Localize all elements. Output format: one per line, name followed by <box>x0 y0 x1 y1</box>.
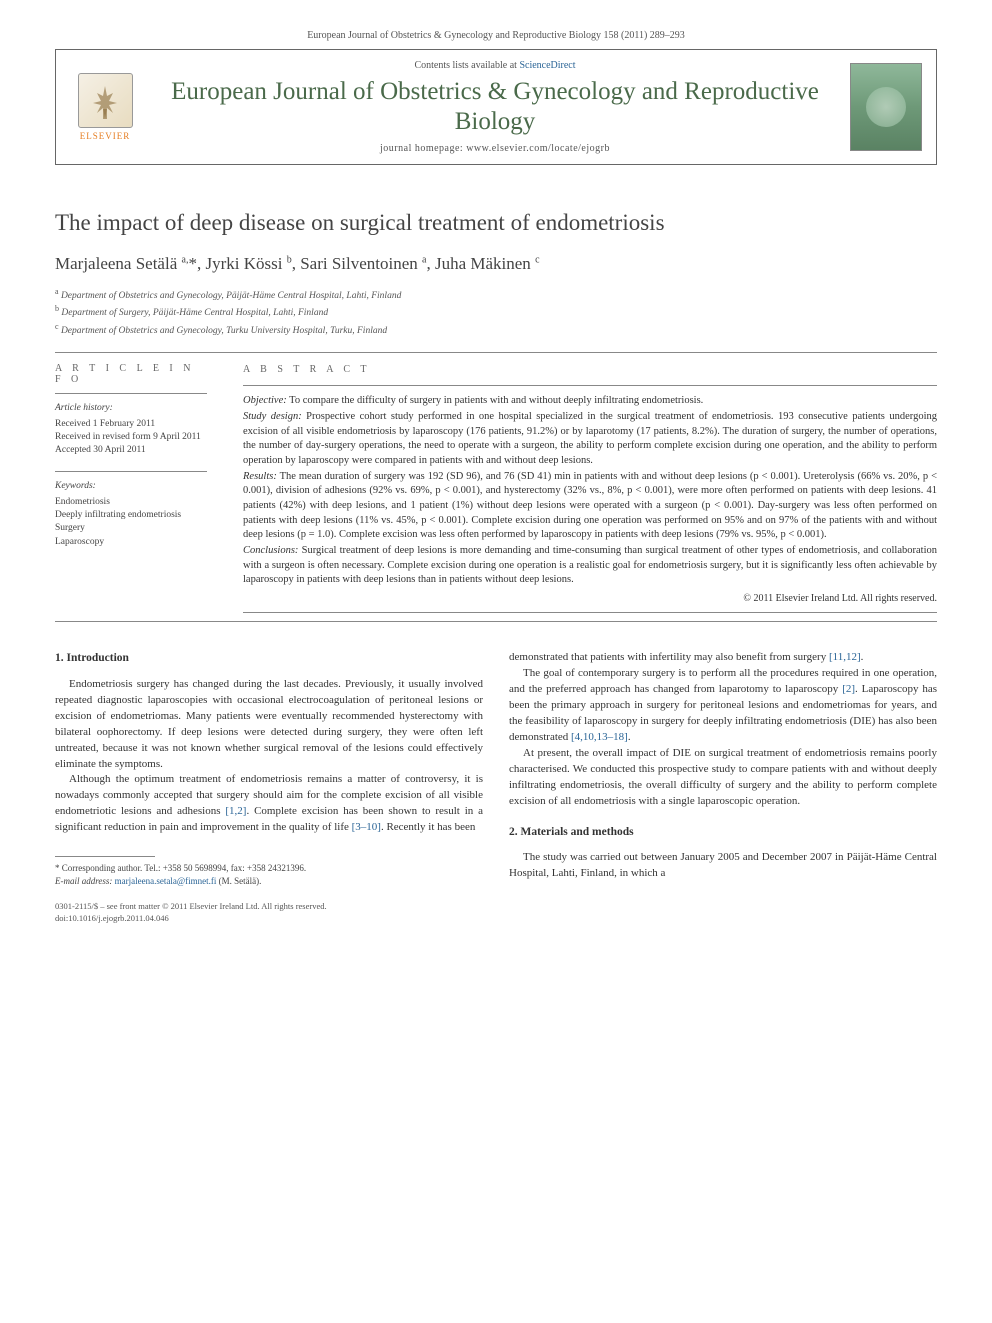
history-received: Received 1 February 2011 <box>55 418 207 431</box>
section-heading-methods: 2. Materials and methods <box>509 824 937 841</box>
contents-available-line: Contents lists available at ScienceDirec… <box>150 60 840 71</box>
corr-email-line: E-mail address: marjaleena.setala@fimnet… <box>55 875 483 888</box>
sciencedirect-link[interactable]: ScienceDirect <box>519 60 575 71</box>
divider <box>243 385 937 386</box>
footnote-divider <box>55 856 155 857</box>
abstract-conclusions: Conclusions: Surgical treatment of deep … <box>243 544 937 588</box>
divider <box>243 612 937 613</box>
footer-issn-line: 0301-2115/$ – see front matter © 2011 El… <box>55 901 937 913</box>
objective-label: Objective: <box>243 395 287 406</box>
article-info-column: A R T I C L E I N F O Article history: R… <box>55 353 225 613</box>
section-heading-introduction: 1. Introduction <box>55 650 483 667</box>
journal-header-center: Contents lists available at ScienceDirec… <box>140 60 850 154</box>
citation-link[interactable]: [1,2] <box>225 805 246 817</box>
journal-header-box: ELSEVIER Contents lists available at Sci… <box>55 49 937 165</box>
corr-tel-fax: * Corresponding author. Tel.: +358 50 56… <box>55 862 483 875</box>
abstract-design: Study design: Prospective cohort study p… <box>243 410 937 469</box>
affiliation-a: a Department of Obstetrics and Gynecolog… <box>55 286 937 303</box>
keyword: Surgery <box>55 522 207 535</box>
paragraph-text: . <box>861 651 864 663</box>
citation-link[interactable]: [4,10,13–18] <box>571 731 628 743</box>
history-heading: Article history: <box>55 402 207 415</box>
keywords-heading: Keywords: <box>55 480 207 493</box>
affiliation-b: b Department of Surgery, Päijät-Häme Cen… <box>55 303 937 320</box>
info-abstract-row: A R T I C L E I N F O Article history: R… <box>55 353 937 613</box>
design-label: Study design: <box>243 411 302 422</box>
abstract-copyright: © 2011 Elsevier Ireland Ltd. All rights … <box>243 592 937 606</box>
divider <box>55 621 937 622</box>
article-title: The impact of deep disease on surgical t… <box>55 210 937 236</box>
citation-link[interactable]: [3–10] <box>352 821 381 833</box>
keywords-block: Keywords: Endometriosis Deeply infiltrat… <box>55 480 207 548</box>
history-revised: Received in revised form 9 April 2011 <box>55 431 207 444</box>
journal-cover-thumbnail <box>850 63 922 151</box>
design-text: Prospective cohort study performed in on… <box>243 411 937 466</box>
body-paragraph: demonstrated that patients with infertil… <box>509 650 937 666</box>
abstract-results: Results: The mean duration of surgery wa… <box>243 470 937 543</box>
elsevier-logo: ELSEVIER <box>70 67 140 147</box>
keyword: Laparoscopy <box>55 536 207 549</box>
elsevier-label: ELSEVIER <box>80 131 131 141</box>
paragraph-text: . Recently it has been <box>381 821 475 833</box>
body-paragraph: Although the optimum treatment of endome… <box>55 772 483 836</box>
body-paragraph: At present, the overall impact of DIE on… <box>509 746 937 810</box>
footer-copyright: 0301-2115/$ – see front matter © 2011 El… <box>55 901 937 925</box>
header-citation: European Journal of Obstetrics & Gynecol… <box>55 30 937 41</box>
citation-link[interactable]: [11,12] <box>829 651 861 663</box>
body-paragraph: The goal of contemporary surgery is to p… <box>509 666 937 746</box>
objective-text: To compare the difficulty of surgery in … <box>287 395 704 406</box>
footer-doi-line: doi:10.1016/j.ejogrb.2011.04.046 <box>55 913 937 925</box>
paragraph-text: . <box>628 731 631 743</box>
author-list: Marjaleena Setälä a,*, Jyrki Kössi b, Sa… <box>55 254 937 274</box>
contents-prefix: Contents lists available at <box>414 60 519 71</box>
journal-homepage: journal homepage: www.elsevier.com/locat… <box>150 143 840 154</box>
elsevier-tree-icon <box>78 73 133 128</box>
corresponding-author-footnote: * Corresponding author. Tel.: +358 50 56… <box>55 862 483 887</box>
abstract-objective: Objective: To compare the difficulty of … <box>243 394 937 409</box>
article-history-block: Article history: Received 1 February 201… <box>55 402 207 457</box>
cover-graphic-icon <box>866 87 906 127</box>
email-suffix: (M. Setälä). <box>216 876 261 886</box>
body-paragraph: Endometriosis surgery has changed during… <box>55 677 483 773</box>
abstract-heading: A B S T R A C T <box>243 363 937 377</box>
keyword: Deeply infiltrating endometriosis <box>55 509 207 522</box>
body-paragraph: The study was carried out between Januar… <box>509 850 937 882</box>
right-column: demonstrated that patients with infertil… <box>509 650 937 887</box>
article-info-heading: A R T I C L E I N F O <box>55 363 207 385</box>
conclusions-label: Conclusions: <box>243 545 298 556</box>
keyword: Endometriosis <box>55 496 207 509</box>
affiliation-c: c Department of Obstetrics and Gynecolog… <box>55 321 937 338</box>
results-label: Results: <box>243 471 277 482</box>
results-text: The mean duration of surgery was 192 (SD… <box>243 471 937 541</box>
email-link[interactable]: marjaleena.setala@fimnet.fi <box>112 876 216 886</box>
paragraph-text: demonstrated that patients with infertil… <box>509 651 829 663</box>
citation-link[interactable]: [2] <box>842 683 855 695</box>
journal-title: European Journal of Obstetrics & Gynecol… <box>150 77 840 137</box>
history-accepted: Accepted 30 April 2011 <box>55 444 207 457</box>
body-two-column: 1. Introduction Endometriosis surgery ha… <box>55 650 937 887</box>
affiliations: a Department of Obstetrics and Gynecolog… <box>55 286 937 338</box>
divider <box>55 471 207 472</box>
abstract-column: A B S T R A C T Objective: To compare th… <box>225 353 937 613</box>
divider <box>55 393 207 394</box>
left-column: 1. Introduction Endometriosis surgery ha… <box>55 650 483 887</box>
conclusions-text: Surgical treatment of deep lesions is mo… <box>243 545 937 585</box>
email-label: E-mail address: <box>55 876 112 886</box>
